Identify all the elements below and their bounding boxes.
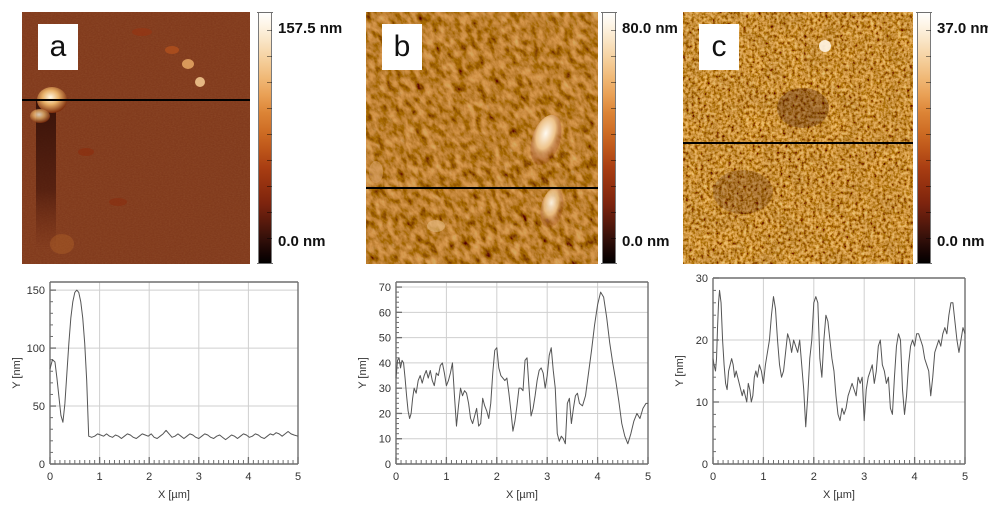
svg-text:30: 30 <box>379 383 391 395</box>
panel-c: c 37.0 nm 0.0 nm 0 10 20 30 0 1 2 3 4 5 X [µm] Y [n… <box>665 0 988 514</box>
svg-text:0: 0 <box>39 459 45 471</box>
svg-text:4: 4 <box>595 471 601 483</box>
profile-svg-b: 0 10 20 30 40 50 60 70 0 1 2 3 4 5 X [µm] Y [nm] <box>357 281 651 501</box>
svg-text:10: 10 <box>696 397 708 409</box>
svg-text:5: 5 <box>645 471 651 483</box>
svg-text:0: 0 <box>710 471 716 483</box>
panel-label-b: b <box>382 24 422 70</box>
svg-text:2: 2 <box>494 471 500 483</box>
color-gradient-b <box>602 12 616 264</box>
color-gradient-a <box>258 12 272 264</box>
scan-line-c <box>683 142 913 144</box>
svg-text:Y [nm]: Y [nm] <box>11 357 23 389</box>
line-profile-chart-a[interactable]: 0 50 100 150 0 1 2 3 4 5 X [µm] Y [nm] <box>8 272 304 508</box>
profile-svg-c: 0 10 20 30 0 1 2 3 4 5 X [µm] Y [nm] <box>674 273 968 501</box>
svg-text:20: 20 <box>379 408 391 420</box>
panel-a: a 157.5 nm 0.0 nm 0 50 100 150 0 1 2 3 4 5 X [µm] Y… <box>0 0 345 514</box>
afm-topography-image-c[interactable]: c <box>683 12 913 264</box>
svg-text:4: 4 <box>245 471 251 483</box>
afm-image-block-c: c <box>683 12 913 264</box>
color-scale-min-label-a: 0.0 nm <box>278 233 326 250</box>
color-scale-top-cap-a <box>257 12 273 13</box>
panel-b: b 80.0 nm 0.0 nm 0 10 20 30 40 50 60 70 0 1 2 3 4 5 X … <box>350 0 680 514</box>
svg-text:30: 30 <box>696 273 708 285</box>
afm-topography-image-a[interactable]: a <box>22 12 250 264</box>
color-scale-bar-c <box>916 12 932 264</box>
svg-text:X [µm]: X [µm] <box>158 489 190 501</box>
color-scale-top-cap-c <box>916 12 932 13</box>
svg-text:0: 0 <box>702 459 708 471</box>
scan-line-a <box>22 99 250 101</box>
svg-text:0: 0 <box>47 471 53 483</box>
color-scale-bottom-cap-a <box>257 263 273 264</box>
profile-svg-a: 0 50 100 150 0 1 2 3 4 5 X [µm] Y [nm] <box>11 281 301 501</box>
svg-text:3: 3 <box>196 471 202 483</box>
svg-text:2: 2 <box>811 471 817 483</box>
color-scale-ticks-c <box>917 12 931 264</box>
svg-text:50: 50 <box>379 333 391 345</box>
afm-topography-image-b[interactable]: b <box>366 12 598 264</box>
svg-text:40: 40 <box>379 358 391 370</box>
svg-text:1: 1 <box>443 471 449 483</box>
afm-image-block-b: b <box>366 12 598 264</box>
color-gradient-c <box>917 12 931 264</box>
color-scale-min-label-b: 0.0 nm <box>622 233 670 250</box>
svg-text:0: 0 <box>385 459 391 471</box>
color-scale-bar-b <box>601 12 617 264</box>
color-scale-bottom-cap-b <box>601 263 617 264</box>
svg-text:60: 60 <box>379 307 391 319</box>
svg-text:100: 100 <box>27 343 45 355</box>
color-scale-bottom-cap-c <box>916 263 932 264</box>
color-scale-ticks-a <box>258 12 272 264</box>
line-profile-chart-b[interactable]: 0 10 20 30 40 50 60 70 0 1 2 3 4 5 X [µm] Y [nm] <box>354 272 654 508</box>
svg-text:5: 5 <box>295 471 301 483</box>
afm-surface-b <box>366 12 598 264</box>
afm-image-block-a: a <box>22 12 250 264</box>
scan-line-b <box>366 187 598 189</box>
svg-text:1: 1 <box>760 471 766 483</box>
svg-text:70: 70 <box>379 282 391 294</box>
svg-text:3: 3 <box>861 471 867 483</box>
svg-text:10: 10 <box>379 434 391 446</box>
svg-text:150: 150 <box>27 285 45 297</box>
panel-label-a: a <box>38 24 78 70</box>
color-scale-ticks-b <box>602 12 616 264</box>
svg-text:X [µm]: X [µm] <box>823 489 855 501</box>
line-profile-chart-c[interactable]: 0 10 20 30 0 1 2 3 4 5 X [µm] Y [nm] <box>671 268 971 508</box>
svg-text:2: 2 <box>146 471 152 483</box>
svg-text:X [µm]: X [µm] <box>506 489 538 501</box>
svg-text:4: 4 <box>912 471 918 483</box>
color-scale-min-label-c: 0.0 nm <box>937 233 985 250</box>
svg-text:3: 3 <box>544 471 550 483</box>
panel-label-c: c <box>699 24 739 70</box>
svg-text:Y [nm]: Y [nm] <box>674 355 686 387</box>
svg-text:Y [nm]: Y [nm] <box>357 357 369 389</box>
svg-text:5: 5 <box>962 471 968 483</box>
color-scale-max-label-c: 37.0 nm <box>937 20 988 37</box>
color-scale-top-cap-b <box>601 12 617 13</box>
svg-text:20: 20 <box>696 335 708 347</box>
color-scale-bar-a <box>257 12 273 264</box>
svg-text:0: 0 <box>393 471 399 483</box>
color-scale-max-label-a: 157.5 nm <box>278 20 343 37</box>
color-scale-max-label-b: 80.0 nm <box>622 20 678 37</box>
svg-text:50: 50 <box>33 401 45 413</box>
svg-text:1: 1 <box>97 471 103 483</box>
